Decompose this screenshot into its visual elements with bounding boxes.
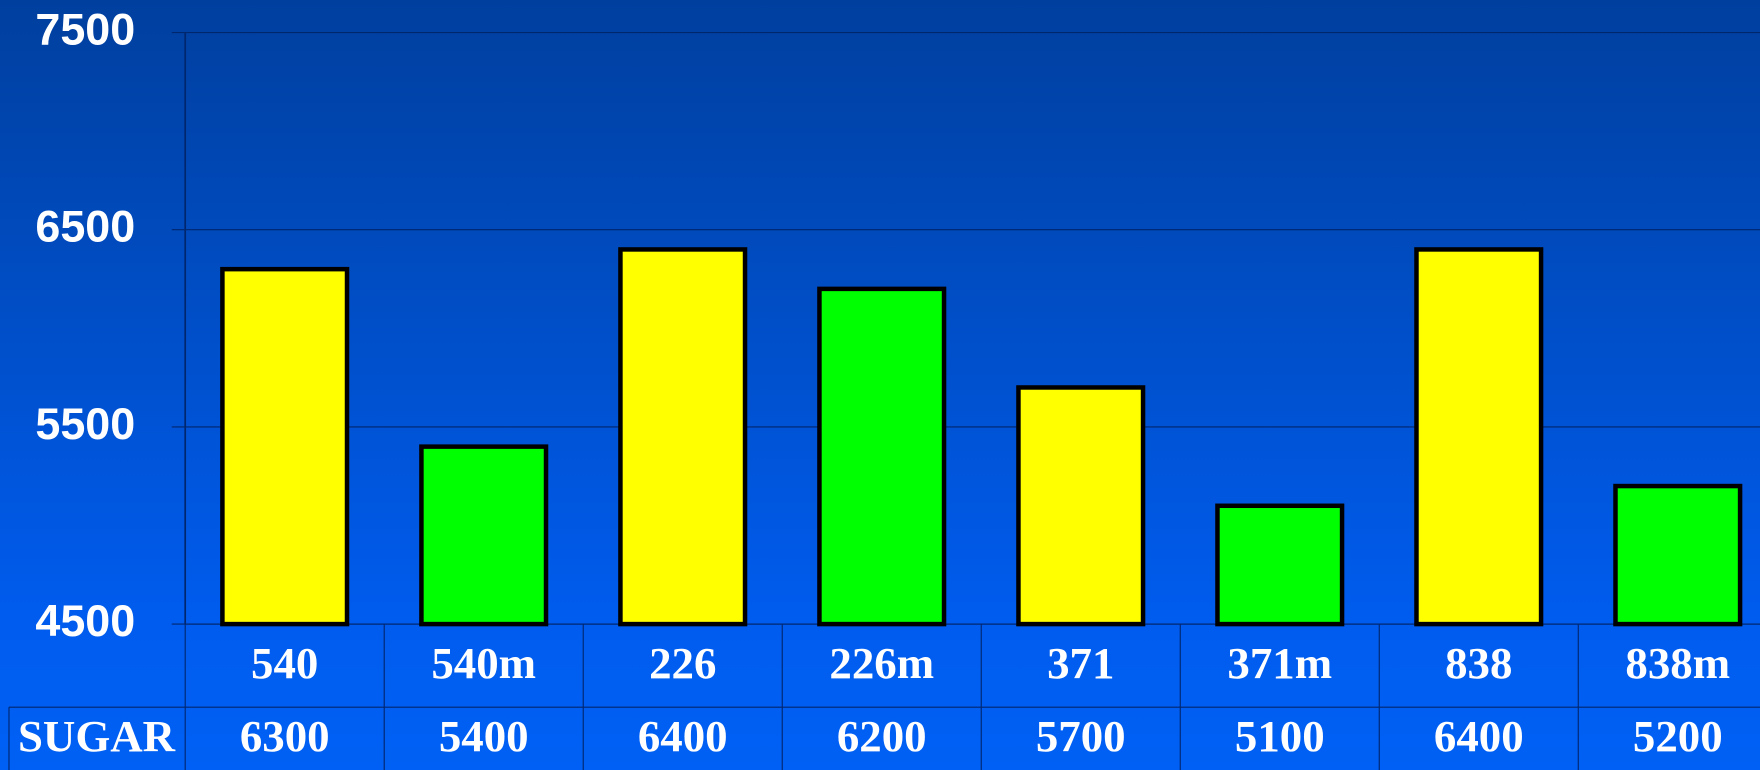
x-tick-label: 540: [251, 638, 318, 688]
bar: [1215, 503, 1345, 627]
bar: [220, 266, 350, 627]
legend-label: SUGAR: [18, 711, 176, 761]
table-value: 5200: [1633, 711, 1723, 761]
bar: [1613, 483, 1743, 627]
y-tick-label: 4500: [35, 595, 135, 646]
table-value: 5400: [439, 711, 529, 761]
table-value: 5100: [1235, 711, 1325, 761]
bar: [1016, 385, 1146, 627]
table-value: 5700: [1036, 711, 1126, 761]
table-value: 6400: [638, 711, 728, 761]
table-value: 6300: [240, 711, 330, 761]
bar: [618, 247, 748, 627]
x-tick-label: 838m: [1625, 638, 1730, 688]
y-tick-label: 6500: [35, 201, 135, 252]
y-tick-label: 5500: [35, 398, 135, 449]
bar: [419, 444, 549, 627]
bar: [817, 286, 947, 627]
x-tick-label: 838: [1445, 638, 1512, 688]
x-tick-label: 371: [1047, 638, 1114, 688]
x-tick-label: 540m: [431, 638, 536, 688]
table-value: 6200: [837, 711, 927, 761]
bar: [1414, 247, 1544, 627]
x-tick-label: 226m: [829, 638, 934, 688]
y-tick-label: 7500: [35, 3, 135, 54]
x-tick-label: 226: [649, 638, 716, 688]
table-value: 6400: [1434, 711, 1524, 761]
x-tick-label: 371m: [1227, 638, 1332, 688]
